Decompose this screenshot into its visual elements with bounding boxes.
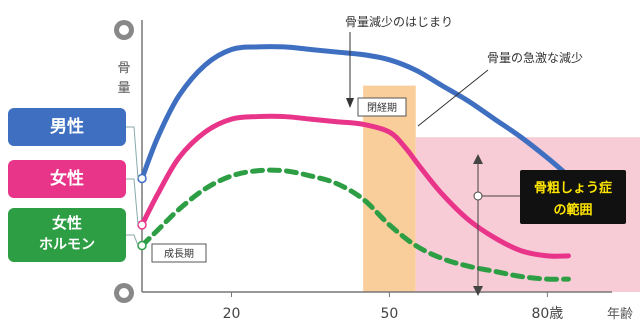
legend-connector	[126, 234, 139, 246]
y-axis-label-char-1: 骨	[117, 61, 130, 76]
osteoporosis-label-line-1: 骨粗しょう症	[534, 180, 612, 196]
legend-male-label: 男性	[50, 117, 84, 137]
x-tick-label: 80歳	[531, 306, 563, 322]
y-axis-top-marker-icon	[114, 20, 134, 40]
osteoporosis-label-box	[520, 170, 626, 224]
osteoporosis-leader-dot-icon	[473, 191, 483, 201]
annotation-rapid-loss-leader	[417, 69, 489, 127]
series-female-line	[139, 113, 571, 259]
x-tick-label: 20	[223, 306, 241, 322]
legend-connector	[126, 178, 139, 225]
osteoporosis-label-line-2: の範囲	[553, 202, 592, 218]
legend-male: 男性	[8, 108, 126, 146]
annotation-bone-loss-start-arrow-icon	[346, 98, 354, 108]
menopause-label: 閉経期	[367, 101, 397, 114]
legend-hormone: 女性 ホルモン	[8, 208, 126, 262]
annotation-rapid-loss: 骨量の急激な減少	[487, 50, 583, 65]
menopause-band	[363, 85, 416, 292]
series-start-point	[137, 220, 147, 230]
y-axis-bottom-marker-icon	[114, 283, 134, 303]
legend-connector	[126, 126, 139, 179]
annotation-bone-loss-start: 骨量減少のはじまり	[345, 14, 453, 29]
x-tick-label: 50	[381, 306, 399, 322]
legend-hormone-label-line-2: ホルモン	[39, 237, 95, 253]
legend-female-label: 女性	[50, 169, 84, 189]
legend-female: 女性	[8, 160, 126, 198]
series-hormone-line	[139, 167, 571, 282]
series-start-point	[137, 240, 147, 251]
y-axis-label-char-2: 量	[117, 81, 130, 96]
menopause-label-box	[357, 97, 407, 117]
osteoporosis-range-arrow-top-icon	[473, 154, 483, 164]
growth-period-label: 成長期	[164, 248, 194, 260]
legend-hormone-label-line-1: 女性	[51, 214, 82, 232]
growth-period-label-box	[151, 243, 207, 263]
x-axis-label: 年齢	[607, 307, 633, 322]
osteoporosis-range-arrow-bottom-icon	[473, 286, 483, 296]
series-start-point	[137, 173, 147, 184]
